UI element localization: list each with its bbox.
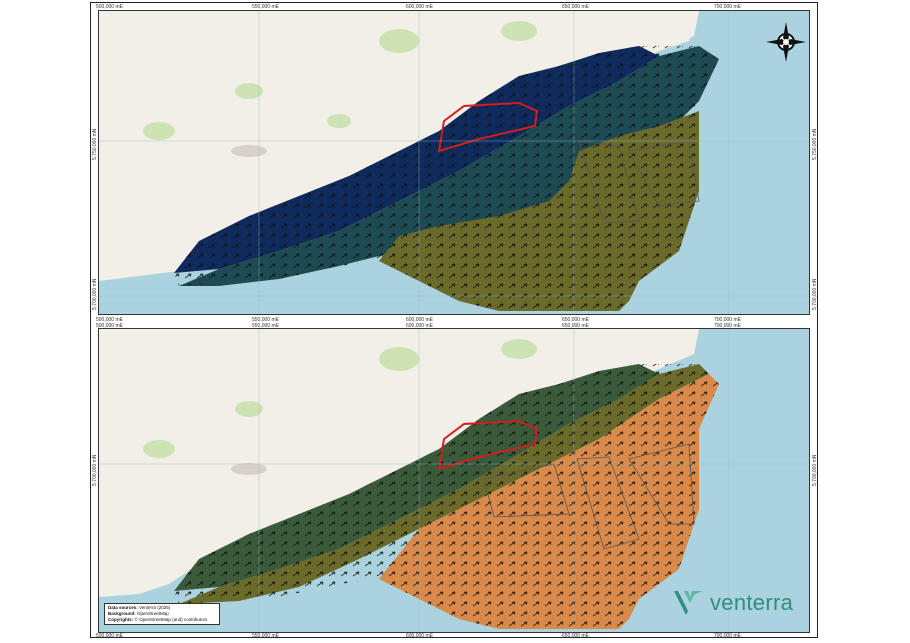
x-tick-label: 500,000 mE — [96, 4, 123, 10]
map-panel-bottom[interactable] — [98, 328, 810, 633]
x-tick-label: 650,000 mE — [562, 317, 589, 323]
x-tick-label: 700,000 mE — [714, 323, 741, 329]
x-tick-label: 600,000 mE — [406, 317, 433, 323]
x-tick-label: 700,000 mE — [714, 633, 741, 639]
x-tick-label: 650,000 mE — [562, 4, 589, 10]
x-tick-label: 550,000 mE — [252, 317, 279, 323]
logo-text: venterra — [710, 590, 794, 615]
venterra-v-logo-icon — [674, 591, 702, 615]
venterra-logo: venterra — [672, 586, 807, 620]
highlight-area-outline — [437, 419, 539, 471]
x-tick-label: 700,000 mE — [714, 4, 741, 10]
data-sources-value: Venterra (2025) — [139, 605, 171, 610]
y-tick-label: 5,750,000 mN — [812, 128, 818, 160]
y-tick-label: 5,700,000 mN — [812, 454, 818, 486]
copyright-value: © OpenStreetMap (and) contributors — [134, 617, 208, 622]
sources-box: Data sources: Venterra (2025) Background… — [104, 603, 220, 625]
y-tick-label: 5,700,000 mN — [92, 454, 98, 486]
compass-rose-icon — [762, 18, 810, 66]
y-tick-label: 5,750,000 mN — [92, 128, 98, 160]
map-bottom-svg — [99, 329, 809, 632]
map-panel-top[interactable] — [98, 10, 810, 315]
x-tick-label: 500,000 mE — [96, 323, 123, 329]
x-tick-label: 550,000 mE — [252, 323, 279, 329]
x-tick-label: 600,000 mE — [406, 633, 433, 639]
x-tick-label: 550,000 mE — [252, 633, 279, 639]
background-value: OpenStreetMap — [137, 611, 169, 616]
highlight-area-outline — [437, 101, 539, 153]
x-tick-label: 500,000 mE — [96, 317, 123, 323]
x-tick-label: 700,000 mE — [714, 317, 741, 323]
background-label: Background: — [108, 611, 136, 616]
x-tick-label: 550,000 mE — [252, 4, 279, 10]
x-tick-label: 600,000 mE — [406, 4, 433, 10]
y-tick-label: 5,700,000 mN — [92, 278, 98, 310]
copyright-label: Copyrights: — [108, 617, 134, 622]
x-tick-label: 650,000 mE — [562, 323, 589, 329]
site-outline-1 — [578, 140, 640, 224]
x-tick-label: 600,000 mE — [406, 323, 433, 329]
map-top-svg — [99, 11, 809, 314]
site-outline-3 — [628, 443, 695, 525]
site-outline-1 — [483, 463, 570, 518]
data-sources-label: Data sources: — [108, 605, 138, 610]
x-tick-label: 650,000 mE — [562, 633, 589, 639]
site-outline-2 — [628, 140, 700, 207]
x-tick-label: 500,000 mE — [96, 633, 123, 639]
site-outline-2 — [576, 456, 640, 550]
y-tick-label: 5,700,000 mN — [812, 278, 818, 310]
